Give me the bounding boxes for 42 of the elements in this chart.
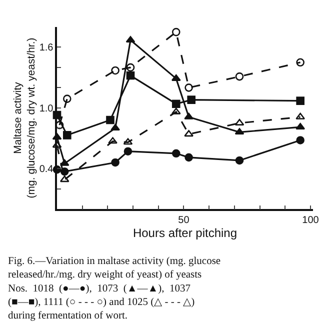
- point: [62, 131, 72, 140]
- y-tick-label: 1.6: [39, 42, 54, 54]
- point: [172, 100, 180, 108]
- point: [110, 124, 120, 131]
- point: [234, 118, 244, 126]
- point: [60, 159, 70, 166]
- point: [184, 130, 194, 137]
- point: [126, 63, 135, 72]
- point: [60, 167, 69, 176]
- point: [124, 147, 132, 156]
- y-tick-label: 0.4: [39, 164, 54, 176]
- point: [126, 71, 135, 80]
- x-tick-label: 100: [302, 214, 320, 226]
- x-axis-title: Hours after pitching: [132, 226, 238, 240]
- point: [126, 36, 136, 43]
- point: [172, 28, 180, 36]
- point: [172, 149, 180, 158]
- caption: Fig. 6.—Variation in maltase activity (mg. glucose released/hr./mg. dry weight of yeast) of yeasts Nos. 1018 (●—●), 1073 (▲—▲), 1037 (■—■), 1111 (○ - - - ○) and 1025 (△ - - - △) during fermentation of wort.: [8, 256, 221, 322]
- point: [123, 138, 133, 145]
- y-tick-label: 1.0: [39, 103, 54, 114]
- point: [296, 58, 304, 67]
- point: [111, 158, 120, 167]
- point: [106, 116, 114, 124]
- point: [296, 96, 304, 105]
- point: [187, 96, 196, 104]
- point: [60, 176, 70, 182]
- point: [296, 136, 304, 144]
- point: [171, 74, 181, 81]
- point: [296, 122, 306, 130]
- point: [235, 156, 244, 165]
- point: [184, 112, 194, 120]
- point: [296, 112, 306, 120]
- y-axis-title: Maltase activity (mg. glucose/mg. dry wt. yeast/hr.): [12, 38, 38, 198]
- point: [235, 72, 244, 81]
- x-tick-label: 50: [178, 214, 190, 226]
- point: [234, 128, 244, 135]
- point: [184, 153, 193, 162]
- point: [62, 94, 72, 103]
- point: [171, 108, 181, 114]
- point: [111, 66, 120, 75]
- point: [108, 137, 118, 144]
- point: [184, 84, 193, 92]
